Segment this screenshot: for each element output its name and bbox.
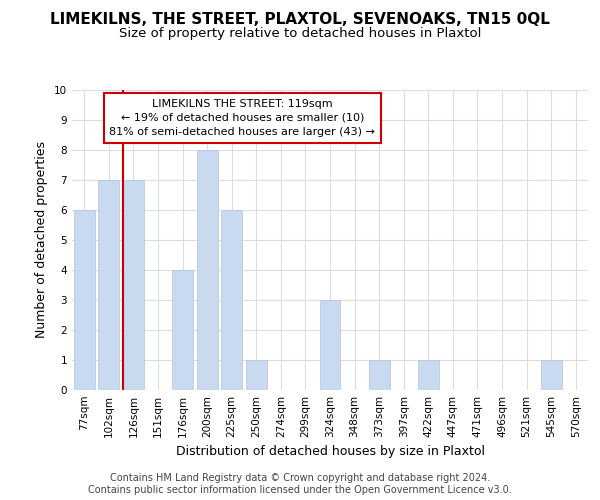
Bar <box>197 150 218 390</box>
Bar <box>123 180 144 390</box>
Bar <box>418 360 439 390</box>
Bar <box>98 180 119 390</box>
X-axis label: Distribution of detached houses by size in Plaxtol: Distribution of detached houses by size … <box>176 446 485 458</box>
Text: Size of property relative to detached houses in Plaxtol: Size of property relative to detached ho… <box>119 28 481 40</box>
Bar <box>541 360 562 390</box>
Text: LIMEKILNS THE STREET: 119sqm
← 19% of detached houses are smaller (10)
81% of se: LIMEKILNS THE STREET: 119sqm ← 19% of de… <box>109 99 375 137</box>
Bar <box>74 210 95 390</box>
Text: Contains HM Land Registry data © Crown copyright and database right 2024.
Contai: Contains HM Land Registry data © Crown c… <box>88 474 512 495</box>
Y-axis label: Number of detached properties: Number of detached properties <box>35 142 49 338</box>
Bar <box>320 300 340 390</box>
Bar <box>368 360 389 390</box>
Bar <box>246 360 267 390</box>
Text: LIMEKILNS, THE STREET, PLAXTOL, SEVENOAKS, TN15 0QL: LIMEKILNS, THE STREET, PLAXTOL, SEVENOAK… <box>50 12 550 28</box>
Bar <box>221 210 242 390</box>
Bar <box>172 270 193 390</box>
